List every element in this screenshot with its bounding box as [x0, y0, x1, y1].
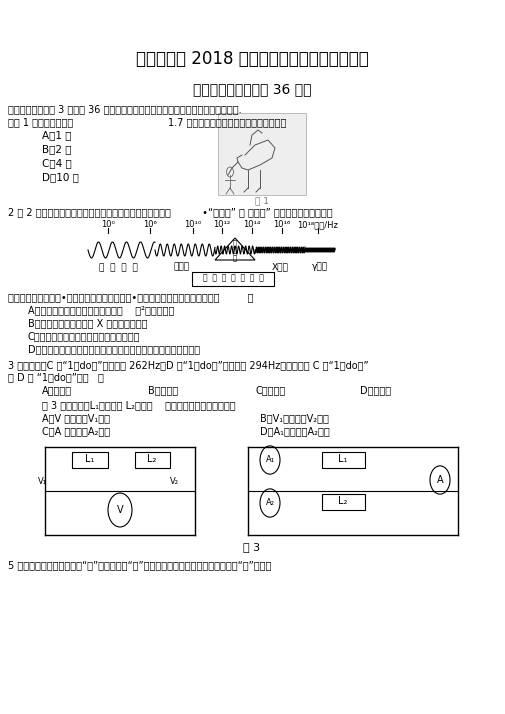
- Text: L₁: L₁: [85, 454, 95, 464]
- Text: 初三尖端班 2018 年广州中考物理模拟卷（六）: 初三尖端班 2018 年广州中考物理模拟卷（六）: [136, 50, 368, 68]
- Text: L₁: L₁: [338, 454, 347, 464]
- Text: 10¹²: 10¹²: [214, 220, 231, 229]
- Text: 、选择题（每小题 3 分，共 36 分）每小题给出的四个选项中，只有一项最符合题意.: 、选择题（每小题 3 分，共 36 分）每小题给出的四个选项中，只有一项最符合题…: [8, 104, 241, 114]
- Text: C．蓝巨星发出的蓝光波长比红外线波长长: C．蓝巨星发出的蓝光波长比红外线波长长: [28, 331, 140, 341]
- Text: B．V₁示数大于V₂示数: B．V₁示数大于V₂示数: [260, 413, 329, 423]
- Text: C．4 米: C．4 米: [42, 158, 72, 168]
- FancyBboxPatch shape: [218, 113, 306, 195]
- Text: C．A 示数等于A₂示数: C．A 示数等于A₂示数: [42, 426, 110, 436]
- Text: γ射线: γ射线: [312, 262, 328, 271]
- Text: 10¹⁴: 10¹⁴: [243, 220, 261, 229]
- Text: B．红巨星发出的红光与 X 射线都是电磁波: B．红巨星发出的红光与 X 射线都是电磁波: [28, 318, 147, 328]
- Text: A．音调低: A．音调低: [42, 385, 72, 395]
- Text: 星呈红色，温度较低•而后者呈蓝色，温度极高•根据所给信息你可以推测得到（         ）: 星呈红色，温度较低•而后者呈蓝色，温度极高•根据所给信息你可以推测得到（ ）: [8, 292, 254, 302]
- Text: A．V 示数等于V₁示数: A．V 示数等于V₁示数: [42, 413, 110, 423]
- Text: D．红巨星发出的红光比蓝巨星发出的蓝光在真空中传播的速度小: D．红巨星发出的红光比蓝巨星发出的蓝光在真空中传播的速度小: [28, 344, 200, 354]
- Text: A₂: A₂: [266, 498, 275, 507]
- Text: A．1 米: A．1 米: [42, 130, 72, 140]
- Text: 10¹⁸频率/Hz: 10¹⁸频率/Hz: [297, 220, 338, 229]
- Text: A₁: A₁: [266, 455, 275, 464]
- Text: 3 在音乐中，C 调“1（do）”的频率是 262Hz，D 调“1（do）”的频率是 294Hz，由此可知 C 调“1（do）”: 3 在音乐中，C 调“1（do）”的频率是 262Hz，D 调“1（do）”的频…: [8, 360, 369, 370]
- FancyBboxPatch shape: [135, 452, 170, 468]
- FancyBboxPatch shape: [322, 452, 365, 468]
- Text: L₂: L₂: [338, 496, 347, 506]
- Text: D．10 米: D．10 米: [42, 172, 79, 182]
- Text: D．A₁示数大于A₂示数: D．A₁示数大于A₂示数: [260, 426, 330, 436]
- Text: A: A: [437, 475, 443, 485]
- FancyBboxPatch shape: [322, 494, 365, 510]
- Text: B．音调高: B．音调高: [148, 385, 178, 395]
- Text: 图 3: 图 3: [243, 542, 261, 552]
- Text: 红外线: 红外线: [174, 262, 190, 271]
- FancyBboxPatch shape: [192, 272, 274, 286]
- Text: 10⁶: 10⁶: [143, 220, 157, 229]
- Text: 10¹⁶: 10¹⁶: [273, 220, 290, 229]
- Text: 5 用丝绸摩擦过的玻璃棒能“粘”纸屑，其中“粘”字蕴含的物理原理，与下列现象中的“粘”相同的: 5 用丝绸摩擦过的玻璃棒能“粘”纸屑，其中“粘”字蕴含的物理原理，与下列现象中的…: [8, 560, 271, 570]
- Text: L₂: L₂: [147, 454, 157, 464]
- Text: 第一部分（选择题共 36 分）: 第一部分（选择题共 36 分）: [193, 82, 311, 96]
- Text: X射线: X射线: [272, 262, 288, 271]
- Text: D．响度大: D．响度大: [360, 385, 391, 395]
- FancyBboxPatch shape: [72, 452, 108, 468]
- Text: B．2 米: B．2 米: [42, 144, 72, 154]
- Text: C．响度小: C．响度小: [255, 385, 285, 395]
- Text: 2 图 2 是电磁波家族，各种电磁波在真空中的传播速度相同          •“红巨星” 和 蓝巨星” 分别是两类恒星，前者: 2 图 2 是电磁波家族，各种电磁波在真空中的传播速度相同 •“红巨星” 和 蓝…: [8, 207, 333, 217]
- Text: 如图 1 所示，小刚身高: 如图 1 所示，小刚身高: [8, 117, 73, 127]
- Text: 红  橙  黄  绿  蓝  鞕  紫: 红 橙 黄 绿 蓝 鞕 紫: [203, 273, 264, 282]
- Text: 可
见
光: 可 见 光: [233, 239, 237, 261]
- Text: 图 1: 图 1: [255, 196, 269, 205]
- Text: A．恒星温度越高，发的光频率越低    图²电磁波家族: A．恒星温度越高，发的光频率越低 图²电磁波家族: [28, 305, 174, 315]
- Text: V₁: V₁: [38, 477, 47, 486]
- Text: V₂: V₂: [170, 477, 179, 486]
- Text: V: V: [117, 505, 123, 515]
- Text: 1.7 米，他旁边的恐龙模型高度最可能是（: 1.7 米，他旁边的恐龙模型高度最可能是（: [168, 117, 286, 127]
- Text: 无  线  电  波: 无 线 电 波: [98, 263, 137, 272]
- Text: 图 3 所示电路，L₁的电阱比 L₂的小，    开关闭合，灯均发光，则（: 图 3 所示电路，L₁的电阱比 L₂的小， 开关闭合，灯均发光，则（: [42, 400, 236, 410]
- Text: 10⁰: 10⁰: [101, 220, 115, 229]
- Text: 10¹⁰: 10¹⁰: [184, 220, 201, 229]
- Text: 比 D 调 “1（do）”的（   ）: 比 D 调 “1（do）”的（ ）: [8, 372, 104, 382]
